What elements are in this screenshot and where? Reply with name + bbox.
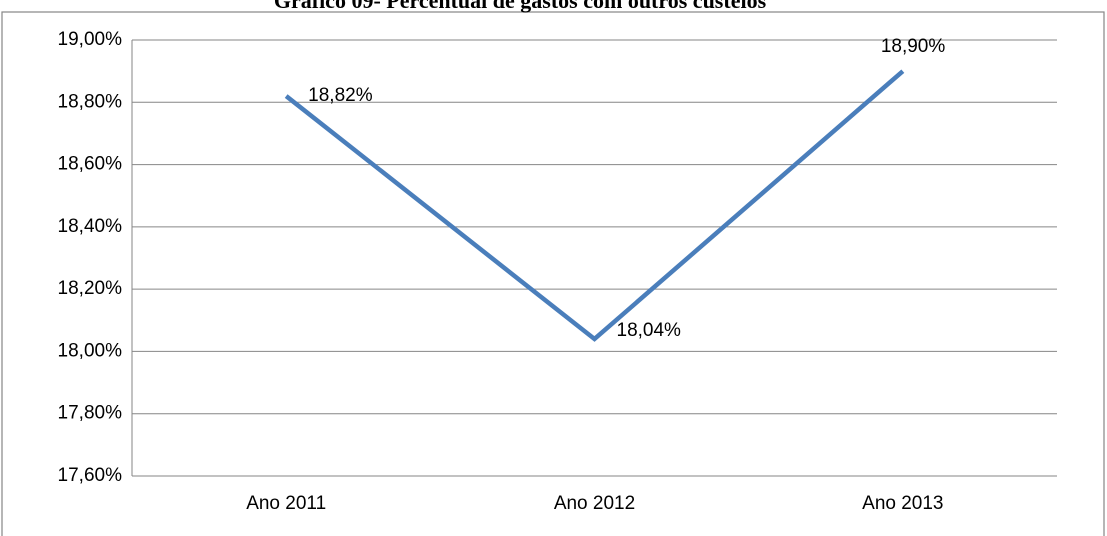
series-line [284, 69, 905, 342]
y-tick-label: 18,80% [58, 91, 123, 112]
data-label: 18,04% [617, 320, 682, 341]
chart-frame [1, 11, 1105, 536]
y-tick-label: 17,80% [58, 403, 123, 424]
y-tick-label: 17,60% [58, 465, 123, 486]
chart-title: Gráfico 09- Percentual de gastos com out… [274, 0, 767, 13]
x-tick-label: Ano 2013 [862, 493, 943, 514]
y-tick-label: 18,60% [58, 154, 123, 175]
data-label: 18,90% [881, 36, 946, 57]
y-tick-label: 18,00% [58, 340, 123, 361]
x-tick-label: Ano 2012 [554, 493, 635, 514]
y-tick-label: 18,40% [58, 216, 123, 237]
y-tick-label: 19,00% [58, 29, 123, 50]
data-label: 18,82% [308, 85, 373, 106]
x-tick-label: Ano 2011 [246, 493, 326, 514]
y-tick-label: 18,20% [58, 278, 123, 299]
